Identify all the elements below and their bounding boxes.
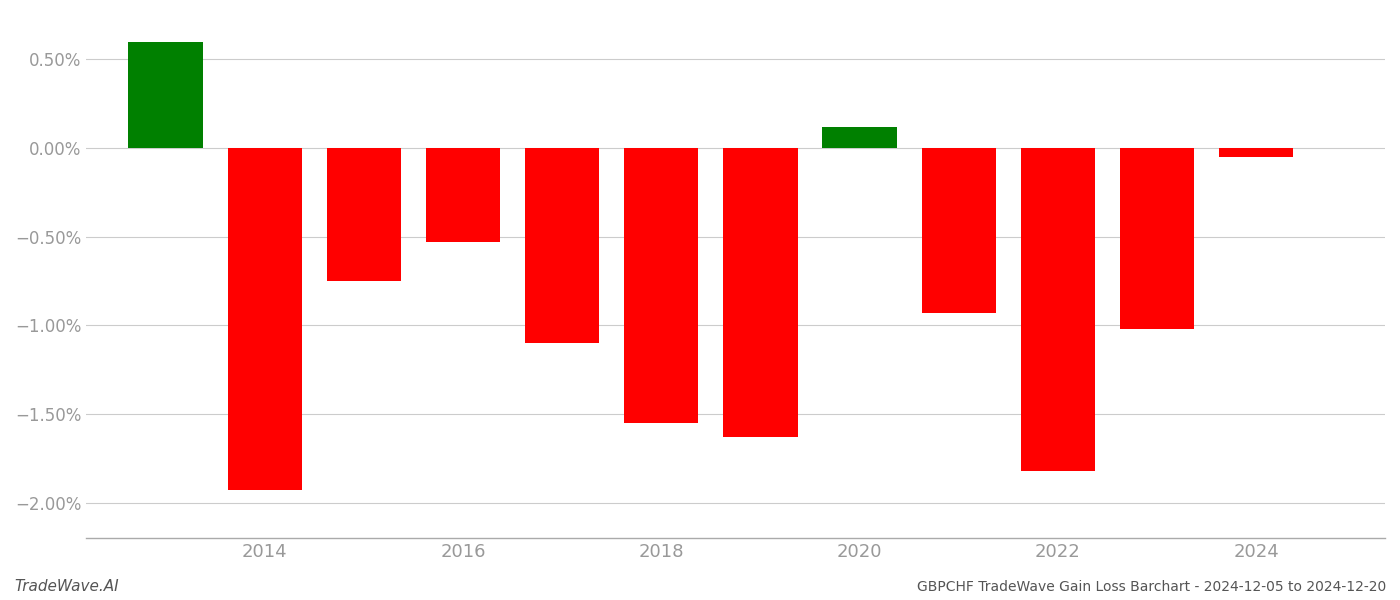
Bar [822, 127, 897, 148]
Text: TradeWave.AI: TradeWave.AI [14, 579, 119, 594]
Bar [129, 41, 203, 148]
Bar [624, 148, 699, 423]
Bar [525, 148, 599, 343]
Bar [1120, 148, 1194, 329]
Bar [326, 148, 400, 281]
Bar [921, 148, 995, 313]
Bar [724, 148, 798, 437]
Bar [228, 148, 302, 490]
Bar [1021, 148, 1095, 471]
Bar [1219, 148, 1294, 157]
Text: GBPCHF TradeWave Gain Loss Barchart - 2024-12-05 to 2024-12-20: GBPCHF TradeWave Gain Loss Barchart - 20… [917, 580, 1386, 594]
Bar [426, 148, 500, 242]
